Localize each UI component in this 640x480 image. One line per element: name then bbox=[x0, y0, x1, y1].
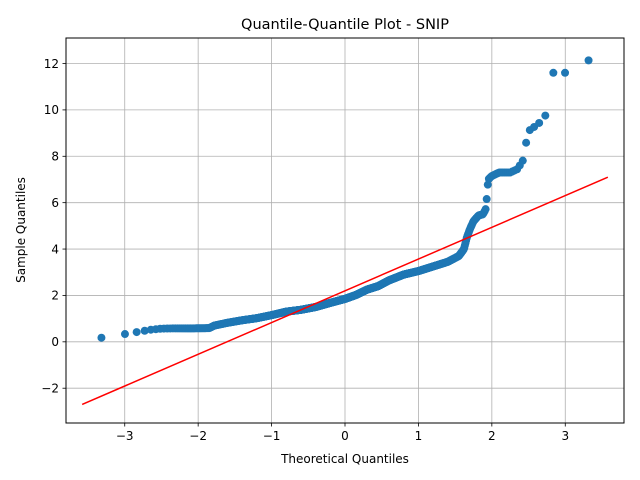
sample-point bbox=[132, 328, 141, 337]
sample-point bbox=[522, 138, 531, 147]
reference-line bbox=[81, 176, 609, 406]
y-tick-label: 12 bbox=[44, 57, 59, 71]
y-tick-label: 0 bbox=[51, 335, 59, 349]
sample-point bbox=[97, 333, 106, 342]
sample-point bbox=[481, 205, 490, 214]
y-tick-label: 6 bbox=[51, 196, 59, 210]
chart-title: Quantile-Quantile Plot - SNIP bbox=[241, 17, 449, 33]
grid bbox=[66, 38, 624, 423]
y-tick-label: 2 bbox=[51, 289, 59, 303]
sample-point bbox=[140, 326, 149, 335]
y-tick-label: −2 bbox=[41, 382, 59, 396]
x-tick-label: −1 bbox=[263, 429, 281, 443]
x-tick-label: −3 bbox=[116, 429, 134, 443]
x-tick-label: 1 bbox=[415, 429, 423, 443]
x-axis: −3 −2 −1 0 1 2 3 bbox=[116, 423, 569, 443]
sample-point bbox=[561, 68, 570, 77]
sample-point bbox=[518, 156, 527, 165]
sample-point bbox=[535, 118, 544, 127]
x-axis-label: Theoretical Quantiles bbox=[280, 452, 409, 466]
x-tick-label: 0 bbox=[341, 429, 349, 443]
sample-point bbox=[482, 195, 491, 204]
x-tick-label: 2 bbox=[488, 429, 496, 443]
y-axis: −2 0 2 4 6 8 10 12 bbox=[41, 57, 66, 396]
sample-point bbox=[541, 111, 550, 120]
x-tick-label: −2 bbox=[189, 429, 207, 443]
x-tick-label: 3 bbox=[561, 429, 569, 443]
y-tick-label: 4 bbox=[51, 242, 59, 256]
y-tick-label: 8 bbox=[51, 150, 59, 164]
sample-point bbox=[549, 68, 558, 77]
sample-point bbox=[120, 330, 129, 339]
y-tick-label: 10 bbox=[44, 103, 59, 117]
y-axis-label: Sample Quantiles bbox=[14, 177, 28, 283]
sample-point bbox=[584, 56, 593, 65]
